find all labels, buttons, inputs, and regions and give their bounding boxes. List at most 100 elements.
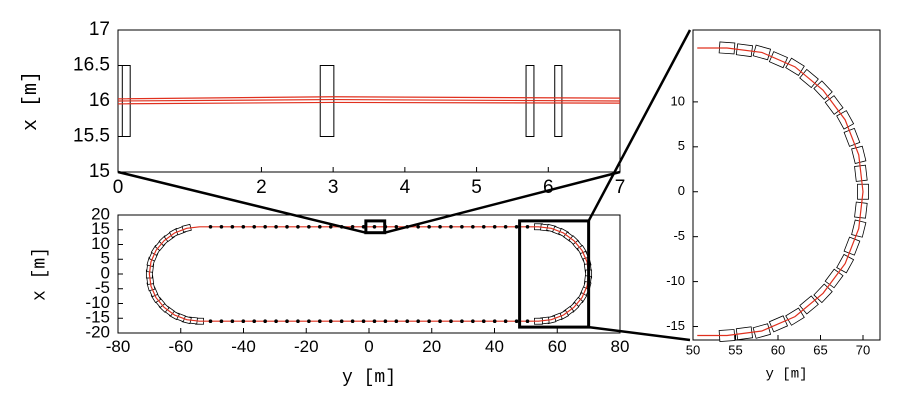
lattice-point bbox=[525, 225, 530, 229]
lattice-point bbox=[460, 225, 464, 229]
lattice-point bbox=[416, 225, 420, 229]
lattice-point bbox=[514, 225, 519, 229]
x-tick-label: -80 bbox=[106, 337, 131, 356]
lattice-point bbox=[372, 225, 377, 229]
magnet bbox=[319, 65, 335, 137]
x-tick-label: -20 bbox=[294, 337, 319, 356]
y-tick-label: -10 bbox=[666, 273, 685, 288]
lattice-point bbox=[252, 319, 257, 324]
zoom-connector bbox=[587, 29, 692, 222]
lattice-point bbox=[492, 225, 497, 229]
lattice-point bbox=[307, 225, 311, 229]
lattice-point bbox=[274, 225, 278, 229]
lattice-point bbox=[263, 225, 267, 229]
y-tick-label: 10 bbox=[671, 93, 685, 108]
lattice-point bbox=[208, 225, 213, 229]
zoom-connector bbox=[384, 170, 621, 234]
y-axis-label: x [m] bbox=[31, 247, 51, 301]
lattice-point bbox=[230, 319, 235, 324]
lattice-point bbox=[219, 319, 224, 324]
zoom-connector bbox=[588, 325, 691, 342]
x-tick-label: -40 bbox=[231, 337, 256, 356]
y-tick-label: 0 bbox=[101, 263, 110, 282]
x-tick-label: 60 bbox=[771, 342, 785, 357]
lattice-point bbox=[241, 319, 246, 324]
lattice-point bbox=[427, 225, 431, 229]
y-tick-label: -15 bbox=[85, 308, 110, 327]
x-tick-label: 60 bbox=[548, 337, 567, 356]
x-tick-label: 40 bbox=[485, 337, 504, 356]
y-tick-label: 15.5 bbox=[73, 126, 110, 147]
y-tick-label: 16.5 bbox=[73, 55, 110, 76]
lattice-point bbox=[481, 225, 486, 229]
x-axis-label: y [m] bbox=[342, 368, 396, 388]
lattice-point bbox=[318, 319, 322, 324]
y-tick-label: 5 bbox=[678, 138, 685, 153]
plot-frame bbox=[692, 29, 881, 341]
beam-trace bbox=[148, 226, 590, 322]
lattice-point bbox=[394, 225, 399, 229]
lattice-point bbox=[427, 319, 431, 324]
y-tick-label: 15 bbox=[89, 161, 110, 182]
lattice-point bbox=[208, 319, 213, 324]
x-axis-label: y [m] bbox=[765, 367, 807, 383]
x-tick-label: 50 bbox=[686, 342, 700, 357]
beam-trace bbox=[697, 47, 864, 337]
x-tick-label: 7 bbox=[615, 177, 626, 198]
y-axis-label: x [m] bbox=[20, 71, 43, 131]
lattice-point bbox=[449, 225, 453, 229]
lattice-point bbox=[263, 319, 267, 324]
lattice-point bbox=[394, 319, 399, 324]
lattice-point bbox=[438, 319, 442, 324]
x-tick-label: 65 bbox=[813, 342, 827, 357]
lattice-point bbox=[460, 319, 464, 324]
x-tick-label: 5 bbox=[471, 177, 482, 198]
lattice-point bbox=[525, 319, 530, 324]
lattice-point bbox=[416, 319, 420, 324]
zoom-connector bbox=[117, 170, 367, 234]
beam-trace bbox=[117, 101, 621, 105]
y-tick-label: -10 bbox=[85, 293, 110, 312]
lattice-point bbox=[471, 225, 475, 229]
lattice-point bbox=[372, 319, 377, 324]
lattice-point bbox=[481, 319, 486, 324]
zoom-box bbox=[364, 219, 387, 235]
y-tick-label: -5 bbox=[673, 228, 685, 243]
x-tick-label: 20 bbox=[422, 337, 441, 356]
lattice-point bbox=[492, 319, 497, 324]
x-tick-label: 2 bbox=[256, 177, 267, 198]
lattice-point bbox=[438, 225, 442, 229]
y-tick-label: -20 bbox=[85, 322, 110, 341]
zoom-box bbox=[518, 219, 591, 329]
lattice-point bbox=[514, 319, 519, 324]
lattice-point bbox=[328, 225, 333, 229]
lattice-point bbox=[350, 319, 355, 324]
beam-trace bbox=[117, 98, 621, 102]
y-tick-label: 0 bbox=[678, 183, 685, 198]
lattice-point bbox=[230, 225, 235, 229]
x-tick-label: 0 bbox=[364, 337, 373, 356]
x-tick-label: -60 bbox=[168, 337, 193, 356]
lattice-point bbox=[274, 319, 278, 324]
lattice-point bbox=[219, 225, 224, 229]
y-tick-label: 15 bbox=[91, 219, 110, 238]
x-tick-label: 80 bbox=[611, 337, 630, 356]
lattice-point bbox=[241, 225, 246, 229]
x-tick-label: 0 bbox=[113, 177, 124, 198]
lattice-point bbox=[350, 225, 355, 229]
beam-trace bbox=[117, 96, 621, 100]
lattice-point bbox=[503, 225, 508, 229]
lattice-point bbox=[328, 319, 333, 324]
y-tick-label: 17 bbox=[89, 19, 110, 40]
x-tick-label: 4 bbox=[400, 177, 411, 198]
y-tick-label: -5 bbox=[95, 278, 110, 297]
lattice-point bbox=[361, 319, 366, 324]
lattice-point bbox=[285, 225, 289, 229]
lattice-point bbox=[296, 225, 300, 229]
lattice-point bbox=[285, 319, 289, 324]
x-tick-label: 55 bbox=[728, 342, 742, 357]
y-tick-label: 5 bbox=[101, 249, 110, 268]
x-tick-label: 6 bbox=[543, 177, 554, 198]
lattice-point bbox=[252, 225, 257, 229]
